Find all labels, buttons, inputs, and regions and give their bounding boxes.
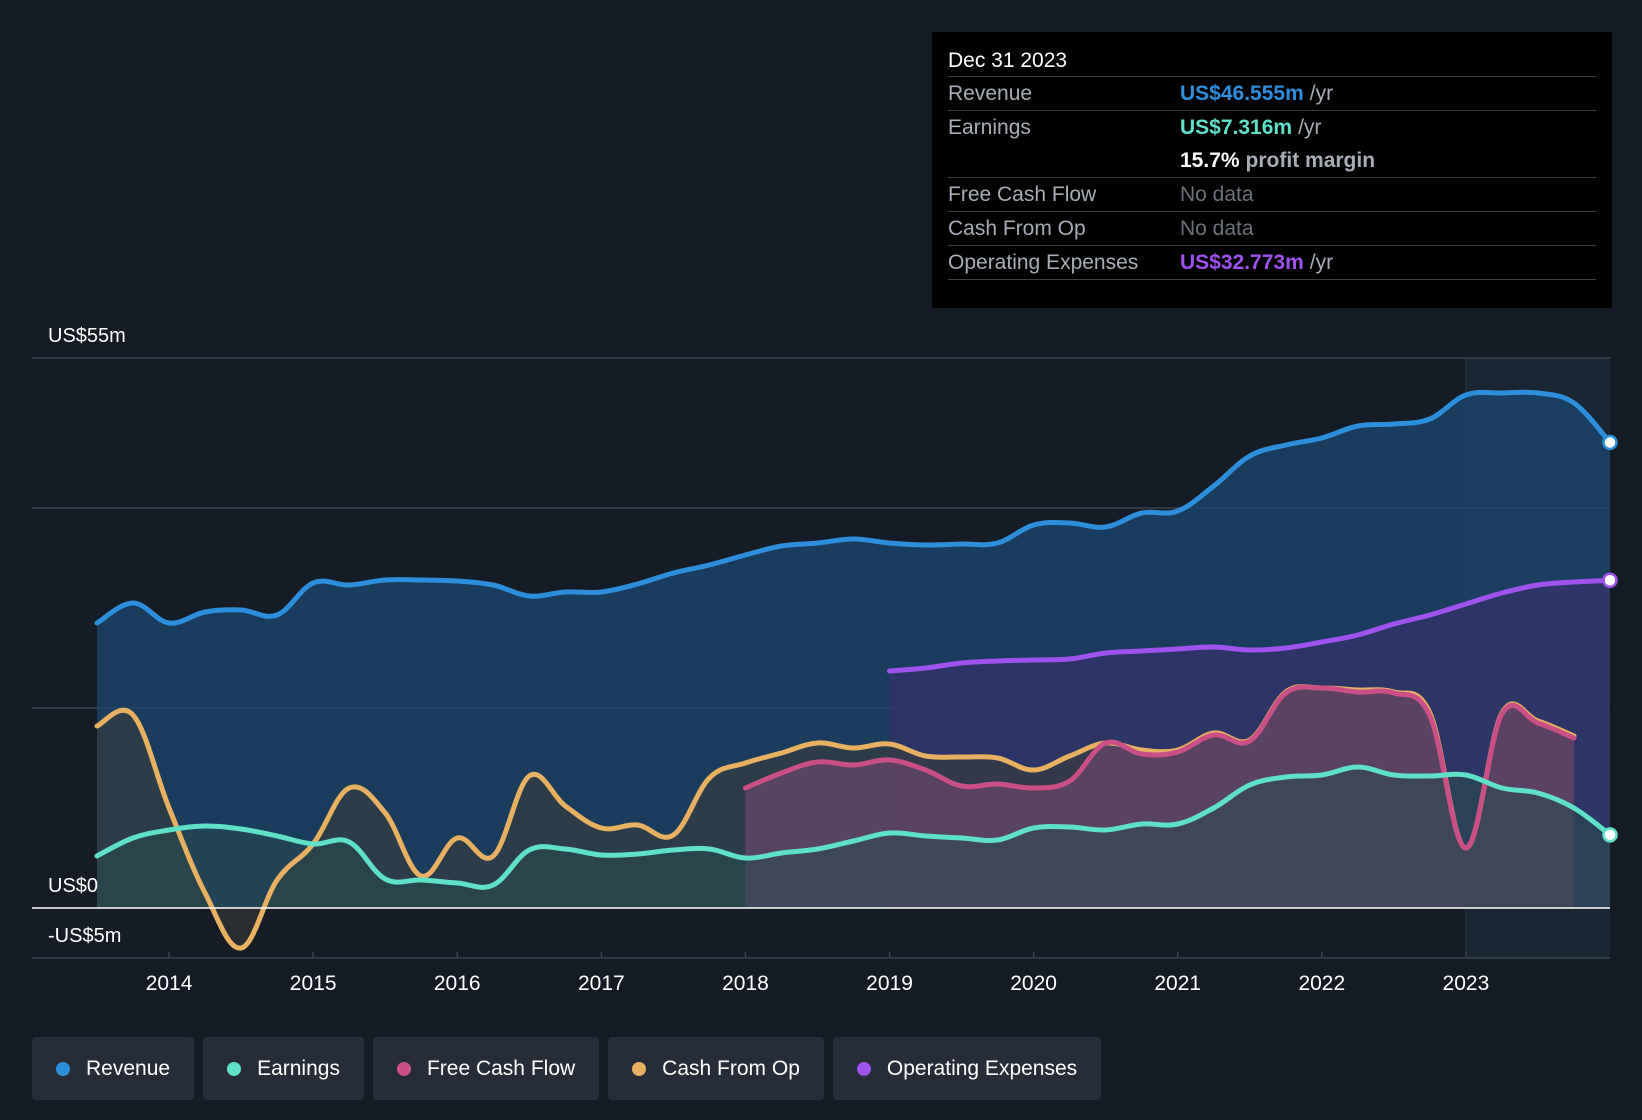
legend-item-revenue[interactable]: Revenue xyxy=(32,1037,195,1100)
tooltip-cfo-label: Cash From Op xyxy=(948,216,1086,240)
tooltip-row-cfo: Cash From Op No data xyxy=(948,211,1596,245)
line-operating-expenses xyxy=(887,577,1613,674)
tooltip-opex-value: US$32.773m xyxy=(1180,250,1304,274)
x-tick-label: 2016 xyxy=(434,972,481,995)
x-tick-label: 2020 xyxy=(1010,972,1057,995)
x-tick-label: 2015 xyxy=(290,972,337,995)
x-tick-label: 2018 xyxy=(722,972,769,995)
legend-dot-free-cash-flow xyxy=(396,1061,411,1076)
tooltip-earnings-value: US$7.316m xyxy=(1180,115,1293,139)
tooltip-margin-value: 15.7% xyxy=(1180,148,1240,172)
legend-dot-cash-from-op xyxy=(632,1061,647,1076)
axis-layer: 2014 2015 2016 2017 2018 2019 2020 2021 2022 2023… xyxy=(32,325,1610,995)
legend-label-cash-from-op: Cash From Op xyxy=(662,1056,800,1080)
legend-item-cash-from-op[interactable]: Cash From Op xyxy=(608,1037,824,1100)
x-tick-label: 2022 xyxy=(1298,972,1345,995)
tooltip-row-fcf: Free Cash Flow No data xyxy=(948,177,1596,211)
end-dot-operating-expenses xyxy=(1602,572,1618,589)
tooltip-row-earnings: Earnings US$7.316m /yr xyxy=(948,110,1596,144)
tooltip-date: Dec 31 2023 xyxy=(948,49,1068,72)
x-tick-label: 2023 xyxy=(1443,972,1490,995)
y-axis-label: US$0 xyxy=(48,875,98,897)
tooltip-row-revenue: Revenue US$46.555m /yr xyxy=(948,76,1596,110)
y-axis-label: -US$5m xyxy=(48,925,121,947)
legend-dot-revenue xyxy=(56,1061,70,1076)
tooltip-earnings-unit: /yr xyxy=(1298,115,1322,139)
legend-label-revenue: Revenue xyxy=(86,1056,171,1080)
tooltip: Dec 31 2023 Revenue US$46.555m /yr Earni… xyxy=(932,32,1612,308)
end-dot-earnings xyxy=(1602,827,1618,843)
x-tick-label: 2019 xyxy=(866,972,913,995)
legend-label-earnings: Earnings xyxy=(257,1056,340,1080)
line-layer xyxy=(94,389,1613,951)
tooltip-margin-label: profit margin xyxy=(1245,148,1376,172)
tooltip-revenue-label: Revenue xyxy=(948,81,1033,105)
line-earnings xyxy=(94,764,1613,890)
tooltip-opex-unit: /yr xyxy=(1309,250,1334,274)
tooltip-cfo-value: No data xyxy=(1180,216,1254,240)
tooltip-fcf-value: No data xyxy=(1180,182,1254,206)
legend-label-free-cash-flow: Free Cash Flow xyxy=(426,1056,576,1080)
legend-item-earnings[interactable]: Earnings xyxy=(203,1037,364,1100)
tooltip-revenue-value: US$46.555m xyxy=(1180,81,1304,105)
legend-label-operating-expenses: Operating Expenses xyxy=(886,1056,1078,1080)
x-tick-label: 2017 xyxy=(578,972,625,995)
area-earnings xyxy=(97,767,1610,908)
end-dot-revenue xyxy=(1602,434,1618,451)
tooltip-earnings-label: Earnings xyxy=(948,115,1031,139)
x-tick-label: 2014 xyxy=(146,972,193,995)
tooltip-row-margin: 15.7% profit margin xyxy=(948,144,1596,177)
legend-item-free-cash-flow[interactable]: Free Cash Flow xyxy=(372,1037,600,1100)
legend-item-operating-expenses[interactable]: Operating Expenses xyxy=(832,1037,1102,1100)
legend-dot-earnings xyxy=(227,1061,242,1076)
tooltip-row-opex: Operating Expenses US$32.773m /yr xyxy=(948,245,1596,280)
line-free-cash-flow xyxy=(742,684,1577,851)
tooltip-fcf-label: Free Cash Flow xyxy=(948,182,1097,206)
y-axis-label: US$55m xyxy=(48,325,126,347)
legend-dot-operating-expenses xyxy=(856,1061,871,1076)
x-tick-label: 2021 xyxy=(1154,972,1201,995)
tooltip-opex-label: Operating Expenses xyxy=(948,250,1139,274)
legend: Revenue Earnings Free Cash Flow Cash Fro… xyxy=(32,1037,1102,1100)
end-dot-layer xyxy=(1602,434,1618,843)
line-revenue xyxy=(94,389,1613,626)
tooltip-revenue-unit: /yr xyxy=(1309,81,1334,105)
